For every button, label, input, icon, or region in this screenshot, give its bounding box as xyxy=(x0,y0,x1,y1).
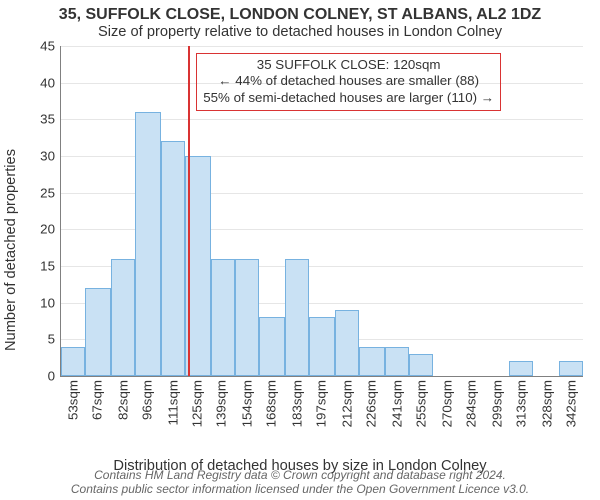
y-tick-label: 30 xyxy=(40,149,55,164)
histogram-bar xyxy=(85,288,111,376)
y-tick-label: 35 xyxy=(40,112,55,127)
annotation-line2: ← 44% of detached houses are smaller (88… xyxy=(203,73,494,90)
annotation-line3: 55% of semi-detached houses are larger (… xyxy=(203,90,494,107)
x-tick-label: 342sqm xyxy=(563,380,578,427)
x-tick-label: 299sqm xyxy=(489,380,504,427)
x-tick-label: 270sqm xyxy=(439,380,454,427)
x-tick-label: 67sqm xyxy=(90,380,105,420)
histogram-bar xyxy=(111,259,135,376)
y-tick-label: 45 xyxy=(40,39,55,54)
x-tick-label: 328sqm xyxy=(539,380,554,427)
histogram-bar xyxy=(309,317,335,376)
y-tick-label: 40 xyxy=(40,75,55,90)
x-tick-label: 82sqm xyxy=(116,380,131,420)
y-tick-label: 15 xyxy=(40,259,55,274)
annotation-line1: 35 SUFFOLK CLOSE: 120sqm xyxy=(203,57,494,74)
x-tick-label: 96sqm xyxy=(140,380,155,420)
histogram-bar xyxy=(559,361,583,376)
x-tick-label: 197sqm xyxy=(314,380,329,427)
histogram-bar xyxy=(61,347,85,376)
gridline-h xyxy=(61,46,583,47)
chart-title-line1: 35, SUFFOLK CLOSE, LONDON COLNEY, ST ALB… xyxy=(0,6,600,24)
chart-container: { "chart": { "type": "histogram", "title… xyxy=(0,0,600,500)
histogram-bar xyxy=(161,141,185,376)
histogram-bar xyxy=(509,361,533,376)
y-tick-label: 0 xyxy=(48,369,55,384)
histogram-bar xyxy=(359,347,385,376)
plot-area: 05101520253035404553sqm67sqm82sqm96sqm11… xyxy=(60,46,583,377)
x-tick-label: 284sqm xyxy=(464,380,479,427)
annotation-box: 35 SUFFOLK CLOSE: 120sqm← 44% of detache… xyxy=(196,53,501,111)
x-tick-label: 168sqm xyxy=(264,380,279,427)
x-tick-label: 241sqm xyxy=(389,380,404,427)
y-tick-label: 10 xyxy=(40,295,55,310)
histogram-bar xyxy=(135,112,161,376)
x-tick-label: 53sqm xyxy=(66,380,81,420)
x-tick-label: 226sqm xyxy=(364,380,379,427)
chart-caption: Contains HM Land Registry data © Crown c… xyxy=(0,468,600,496)
y-axis-label: Number of detached properties xyxy=(4,0,18,500)
y-tick-label: 25 xyxy=(40,185,55,200)
x-tick-label: 313sqm xyxy=(513,380,528,427)
x-tick-label: 125sqm xyxy=(190,380,205,427)
marker-line xyxy=(188,46,190,376)
x-tick-label: 255sqm xyxy=(414,380,429,427)
y-tick-label: 20 xyxy=(40,222,55,237)
x-tick-label: 154sqm xyxy=(240,380,255,427)
histogram-bar xyxy=(235,259,259,376)
y-axis-label-text: Number of detached properties xyxy=(3,149,19,351)
histogram-bar xyxy=(385,347,409,376)
chart-title-line2: Size of property relative to detached ho… xyxy=(0,24,600,40)
histogram-bar xyxy=(285,259,309,376)
y-tick-label: 5 xyxy=(48,332,55,347)
x-tick-label: 111sqm xyxy=(165,380,180,425)
histogram-bar xyxy=(335,310,359,376)
x-tick-label: 183sqm xyxy=(290,380,305,427)
histogram-bar xyxy=(259,317,285,376)
x-tick-label: 139sqm xyxy=(214,380,229,427)
x-tick-label: 212sqm xyxy=(339,380,354,427)
histogram-bar xyxy=(409,354,433,376)
histogram-bar xyxy=(211,259,235,376)
